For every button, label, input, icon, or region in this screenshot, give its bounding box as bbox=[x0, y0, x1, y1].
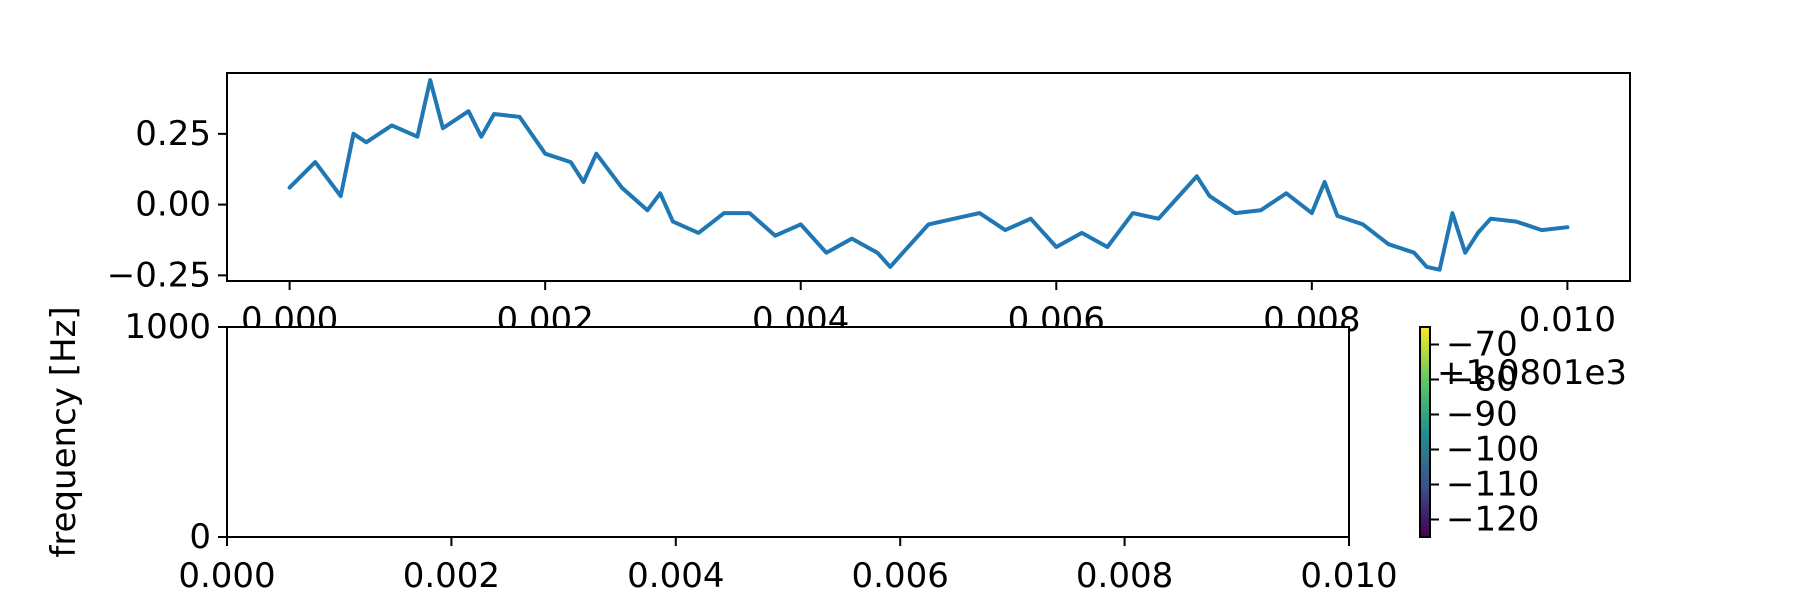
spectrogram-y-tick-label: 0 bbox=[189, 517, 211, 557]
waveform-x-tick-label: 0.010 bbox=[1519, 300, 1616, 340]
waveform-line bbox=[287, 78, 1570, 272]
spectrogram-y-axis-label: frequency [Hz] bbox=[44, 306, 84, 557]
colorbar-tick-label: −100 bbox=[1446, 430, 1539, 470]
spectrogram-axes: 0.000 0.002 0.004 0.006 0.008 0.010 1000 0 fre… bbox=[44, 306, 1398, 596]
spectrogram-x-ticks: 0.000 0.002 0.004 0.006 0.008 0.010 bbox=[178, 537, 1398, 596]
spectrogram-y-ticks: 1000 0 bbox=[124, 307, 227, 557]
waveform-y-tick-label: −0.25 bbox=[107, 255, 211, 295]
spectrogram-x-tick-label: 0.000 bbox=[178, 556, 275, 596]
waveform-axes: 0.000 0.002 0.004 0.006 0.008 0.010 0.250.00−… bbox=[107, 72, 1631, 340]
colorbar-ticks: −70−80−90−100−110−120 bbox=[1430, 325, 1539, 540]
colorbar-offset-label: +1.0801e3 bbox=[1437, 353, 1627, 393]
waveform-y-ticks: 0.25 0.00 −0.25 bbox=[107, 114, 227, 295]
spectrogram-x-tick-label: 0.004 bbox=[627, 556, 724, 596]
colorbar-tick-label: −110 bbox=[1446, 465, 1539, 505]
colorbar-tick-label: −70 bbox=[1446, 325, 1518, 365]
colorbar-tick-label: −120 bbox=[1446, 500, 1539, 540]
spectrogram-x-tick-label: 0.008 bbox=[1076, 556, 1173, 596]
waveform-y-tick-label: 0.00 bbox=[135, 185, 211, 225]
colorbar: −70−80−90−100−110−120 +1.0801e3 bbox=[1419, 325, 1627, 540]
colorbar-gradient bbox=[1419, 326, 1431, 538]
waveform-y-tick-label: 0.25 bbox=[135, 114, 211, 154]
spectrogram-x-tick-label: 0.006 bbox=[852, 556, 949, 596]
colorbar-tick-label: −90 bbox=[1446, 395, 1518, 435]
spectrogram-x-tick-label: 0.002 bbox=[403, 556, 500, 596]
spectrogram-plot-frame bbox=[226, 326, 1350, 538]
spectrogram-x-tick-label: 0.010 bbox=[1300, 556, 1397, 596]
spectrogram-y-tick-label: 1000 bbox=[124, 307, 211, 347]
colorbar-tick-label: −80 bbox=[1446, 360, 1518, 400]
